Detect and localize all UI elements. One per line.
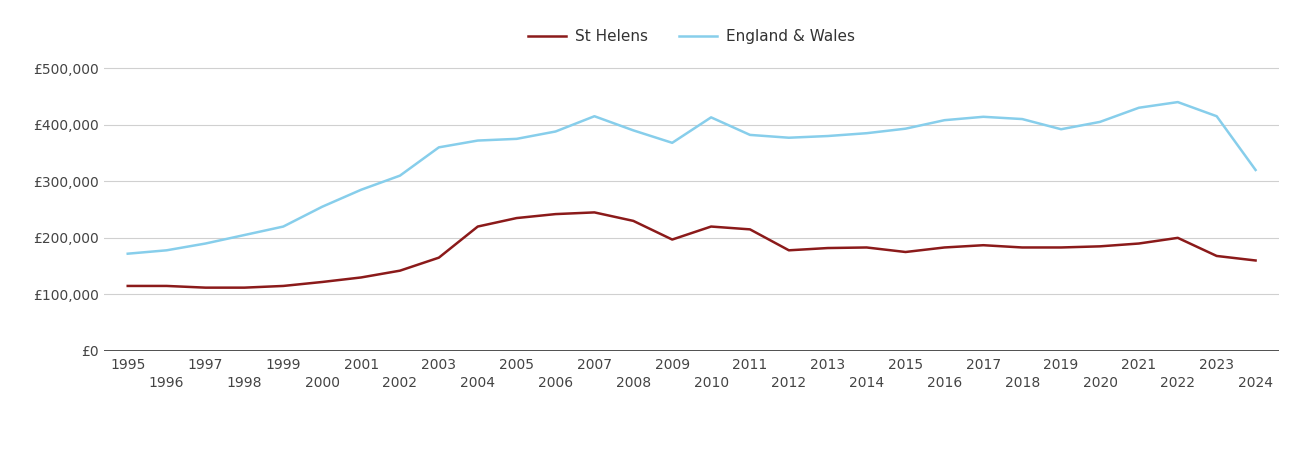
England & Wales [120, 251, 136, 256]
England & Wales [509, 136, 525, 142]
Text: 2000: 2000 [304, 376, 339, 390]
England & Wales [586, 113, 602, 119]
England & Wales [548, 129, 564, 134]
Text: 1996: 1996 [149, 376, 184, 390]
Text: 2018: 2018 [1005, 376, 1040, 390]
England & Wales [782, 135, 797, 140]
St Helens [625, 218, 641, 224]
St Helens [1131, 241, 1147, 246]
England & Wales [159, 248, 175, 253]
Text: 2006: 2006 [538, 376, 573, 390]
Line: St Helens: St Helens [128, 212, 1255, 288]
St Helens [120, 283, 136, 288]
St Helens [976, 243, 992, 248]
St Helens [431, 255, 446, 261]
England & Wales [664, 140, 680, 145]
St Helens [937, 245, 953, 250]
England & Wales [470, 138, 485, 143]
England & Wales [859, 130, 874, 136]
England & Wales [976, 114, 992, 120]
Text: 2020: 2020 [1083, 376, 1117, 390]
England & Wales [431, 144, 446, 150]
Text: 2004: 2004 [461, 376, 496, 390]
England & Wales [898, 126, 913, 131]
England & Wales [1208, 113, 1224, 119]
England & Wales [1014, 117, 1030, 122]
St Helens [1053, 245, 1069, 250]
St Helens [859, 245, 874, 250]
England & Wales [392, 173, 407, 178]
Text: 2016: 2016 [927, 376, 962, 390]
St Helens [470, 224, 485, 229]
England & Wales [315, 204, 330, 209]
Legend: St Helens, England & Wales: St Helens, England & Wales [522, 23, 861, 50]
Text: 2002: 2002 [382, 376, 418, 390]
St Helens [586, 210, 602, 215]
England & Wales [937, 117, 953, 123]
England & Wales [743, 132, 758, 138]
England & Wales [703, 115, 719, 120]
England & Wales [1171, 99, 1186, 105]
Text: 2012: 2012 [771, 376, 806, 390]
St Helens [1248, 258, 1263, 263]
England & Wales [625, 128, 641, 133]
England & Wales [820, 133, 835, 139]
England & Wales [275, 224, 291, 229]
St Helens [354, 275, 369, 280]
Text: 2022: 2022 [1160, 376, 1195, 390]
England & Wales [197, 241, 213, 246]
Text: 2014: 2014 [850, 376, 885, 390]
England & Wales [1092, 119, 1108, 125]
St Helens [509, 216, 525, 221]
St Helens [236, 285, 252, 290]
St Helens [1092, 243, 1108, 249]
St Helens [392, 268, 407, 273]
St Helens [1014, 245, 1030, 250]
Text: 2008: 2008 [616, 376, 651, 390]
Line: England & Wales: England & Wales [128, 102, 1255, 254]
St Helens [664, 237, 680, 242]
England & Wales [1053, 126, 1069, 132]
St Helens [782, 248, 797, 253]
Text: 2010: 2010 [693, 376, 728, 390]
England & Wales [1248, 167, 1263, 173]
St Helens [197, 285, 213, 290]
England & Wales [236, 232, 252, 238]
St Helens [820, 245, 835, 251]
St Helens [743, 227, 758, 232]
Text: 2024: 2024 [1238, 376, 1274, 390]
St Helens [1171, 235, 1186, 241]
St Helens [703, 224, 719, 229]
Text: 1998: 1998 [227, 376, 262, 390]
England & Wales [1131, 105, 1147, 110]
St Helens [898, 249, 913, 255]
St Helens [275, 283, 291, 288]
England & Wales [354, 187, 369, 193]
St Helens [159, 283, 175, 288]
St Helens [548, 212, 564, 217]
St Helens [1208, 253, 1224, 259]
St Helens [315, 279, 330, 285]
